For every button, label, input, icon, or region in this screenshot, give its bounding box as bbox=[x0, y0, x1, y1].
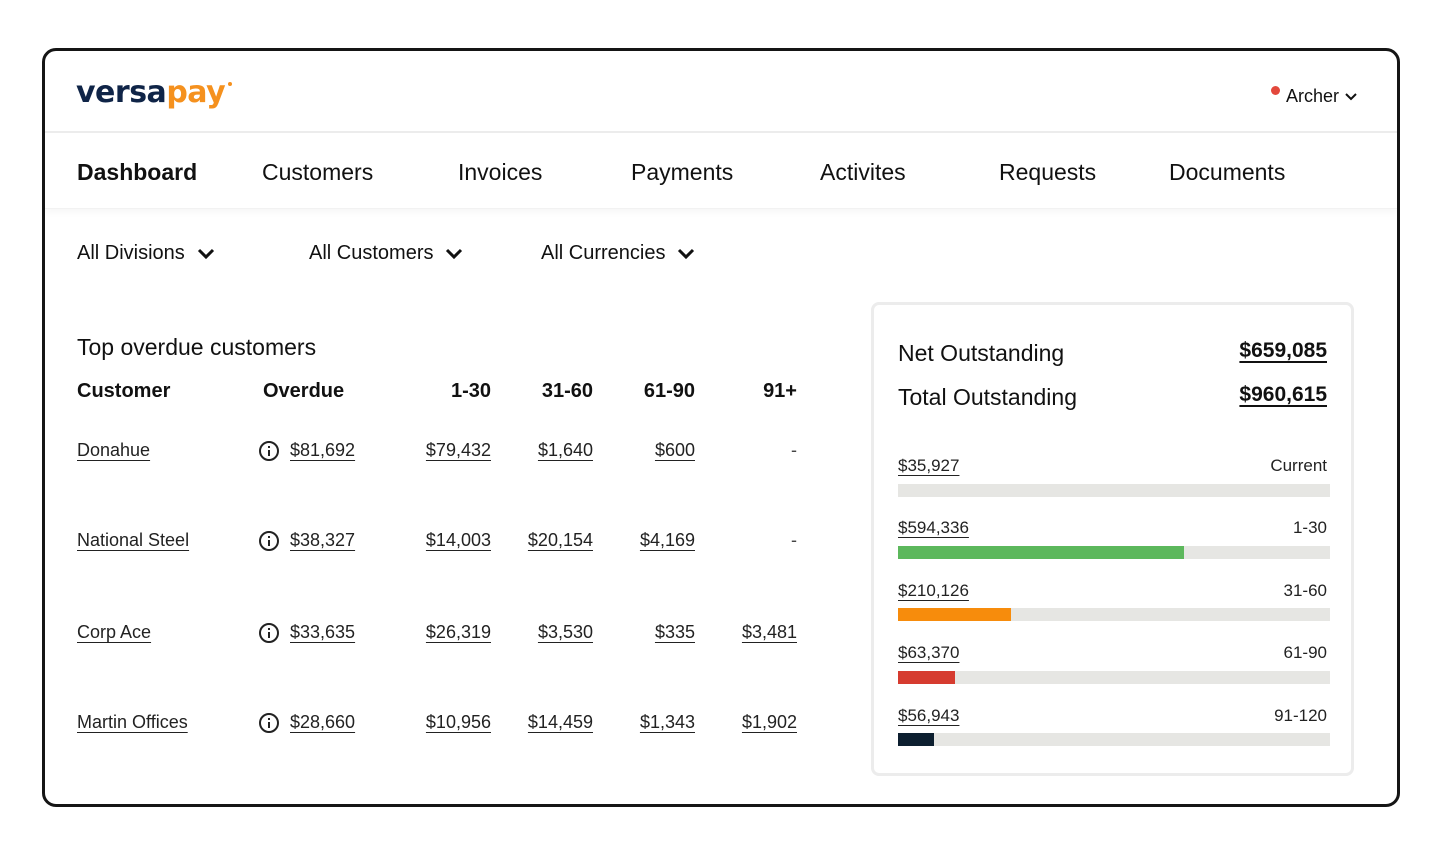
amount-31-60[interactable]: $3,530 bbox=[537, 622, 593, 642]
user-menu[interactable]: Archer bbox=[1270, 86, 1357, 107]
currencies-filter[interactable]: All Currencies bbox=[541, 242, 695, 265]
bucket-bar-track bbox=[898, 733, 1330, 746]
total-outstanding-label: Total Outstanding bbox=[898, 384, 1078, 410]
customers-filter-label: All Customers bbox=[309, 242, 434, 264]
top-bar: versapay Archer bbox=[45, 51, 1397, 133]
tab-activities[interactable]: Activites bbox=[820, 159, 906, 185]
col-header-61-90: 61-90 bbox=[643, 380, 695, 402]
notification-dot-icon bbox=[1270, 86, 1280, 95]
amount-1-30[interactable]: $79,432 bbox=[425, 440, 491, 460]
bucket-bar-track bbox=[898, 546, 1330, 559]
logo-text-pay: pay bbox=[166, 75, 226, 110]
amount-61-90[interactable]: $600 bbox=[654, 440, 695, 460]
net-outstanding-label: Net Outstanding bbox=[898, 340, 1065, 366]
info-icon[interactable] bbox=[259, 441, 279, 461]
customer-link[interactable]: Martin Offices bbox=[77, 712, 188, 732]
amount-61-90[interactable]: $335 bbox=[654, 622, 695, 642]
amount-91-plus: - bbox=[791, 530, 797, 550]
bucket-label: 61-90 bbox=[1283, 643, 1327, 662]
bucket-amount[interactable]: $35,927 bbox=[898, 456, 960, 475]
col-header-1-30: 1-30 bbox=[450, 380, 491, 402]
net-outstanding-value[interactable]: $659,085 bbox=[1239, 339, 1327, 362]
amount-61-90[interactable]: $1,343 bbox=[639, 712, 695, 732]
bucket-label: Current bbox=[1270, 456, 1327, 475]
bucket-label: 31-60 bbox=[1283, 581, 1327, 600]
overdue-amount[interactable]: $81,692 bbox=[290, 440, 356, 460]
customers-filter[interactable]: All Customers bbox=[309, 242, 463, 265]
overdue-amount[interactable]: $38,327 bbox=[290, 530, 356, 550]
tab-invoices[interactable]: Invoices bbox=[458, 159, 543, 185]
main-nav: Dashboard Customers Invoices Payments Ac… bbox=[45, 135, 1397, 209]
customer-link[interactable]: Corp Ace bbox=[77, 622, 152, 642]
bucket-bar-track bbox=[898, 484, 1330, 497]
versapay-logo[interactable]: versapay bbox=[76, 75, 233, 110]
amount-31-60[interactable]: $20,154 bbox=[527, 530, 593, 550]
bucket-bar-fill bbox=[898, 608, 1012, 621]
bucket-bar-fill bbox=[898, 546, 1184, 559]
divisions-filter-label: All Divisions bbox=[77, 242, 185, 264]
customer-link[interactable]: National Steel bbox=[77, 530, 190, 550]
bucket-bar-fill bbox=[898, 671, 956, 684]
col-header-31-60: 31-60 bbox=[541, 380, 593, 402]
logo-mark-dot bbox=[228, 82, 233, 86]
info-icon[interactable] bbox=[259, 531, 279, 551]
chevron-down-icon bbox=[197, 248, 214, 259]
amount-91-plus[interactable]: $1,902 bbox=[741, 712, 797, 732]
col-header-customer: Customer bbox=[77, 380, 171, 402]
amount-1-30[interactable]: $10,956 bbox=[425, 712, 491, 732]
user-name: Archer bbox=[1285, 86, 1339, 106]
amount-91-plus[interactable]: $3,481 bbox=[741, 622, 797, 642]
chevron-down-icon bbox=[678, 248, 695, 259]
amount-91-plus: - bbox=[791, 440, 797, 460]
divisions-filter[interactable]: All Divisions bbox=[77, 242, 215, 265]
tab-dashboard[interactable]: Dashboard bbox=[77, 159, 198, 185]
bucket-amount[interactable]: $594,336 bbox=[898, 518, 969, 537]
overdue-amount[interactable]: $28,660 bbox=[290, 712, 356, 732]
app-window: versapay Archer Dashboard Customers Invo… bbox=[42, 48, 1400, 807]
tab-requests[interactable]: Requests bbox=[999, 159, 1097, 185]
amount-1-30[interactable]: $14,003 bbox=[425, 530, 491, 550]
outstanding-summary-card: Net Outstanding $659,085 Total Outstandi… bbox=[871, 302, 1354, 776]
overdue-amount[interactable]: $33,635 bbox=[290, 622, 356, 642]
section-title: Top overdue customers bbox=[77, 334, 317, 360]
tab-payments[interactable]: Payments bbox=[631, 159, 734, 185]
bucket-bar-track bbox=[898, 671, 1330, 684]
info-icon[interactable] bbox=[259, 713, 279, 733]
customer-link[interactable]: Donahue bbox=[77, 440, 151, 460]
col-header-overdue: Overdue bbox=[263, 380, 345, 402]
currencies-filter-label: All Currencies bbox=[541, 242, 666, 264]
amount-61-90[interactable]: $4,169 bbox=[639, 530, 695, 550]
col-header-91-plus: 91+ bbox=[763, 380, 797, 402]
tab-documents[interactable]: Documents bbox=[1169, 159, 1286, 185]
logo-text-versa: versa bbox=[76, 75, 167, 110]
total-outstanding-value[interactable]: $960,615 bbox=[1239, 383, 1327, 406]
info-icon[interactable] bbox=[259, 623, 279, 643]
tab-customers[interactable]: Customers bbox=[262, 159, 374, 185]
chevron-down-icon bbox=[1345, 92, 1357, 100]
bucket-amount[interactable]: $56,943 bbox=[898, 706, 960, 725]
bucket-label: 91-120 bbox=[1274, 706, 1327, 725]
chevron-down-icon bbox=[446, 248, 463, 259]
bucket-bar-track bbox=[898, 608, 1330, 621]
bucket-amount[interactable]: $63,370 bbox=[898, 643, 960, 662]
bucket-bar-fill bbox=[898, 733, 934, 746]
amount-1-30[interactable]: $26,319 bbox=[425, 622, 491, 642]
bucket-label: 1-30 bbox=[1292, 518, 1327, 537]
amount-31-60[interactable]: $14,459 bbox=[527, 712, 593, 732]
amount-31-60[interactable]: $1,640 bbox=[537, 440, 593, 460]
bucket-amount[interactable]: $210,126 bbox=[898, 581, 969, 600]
